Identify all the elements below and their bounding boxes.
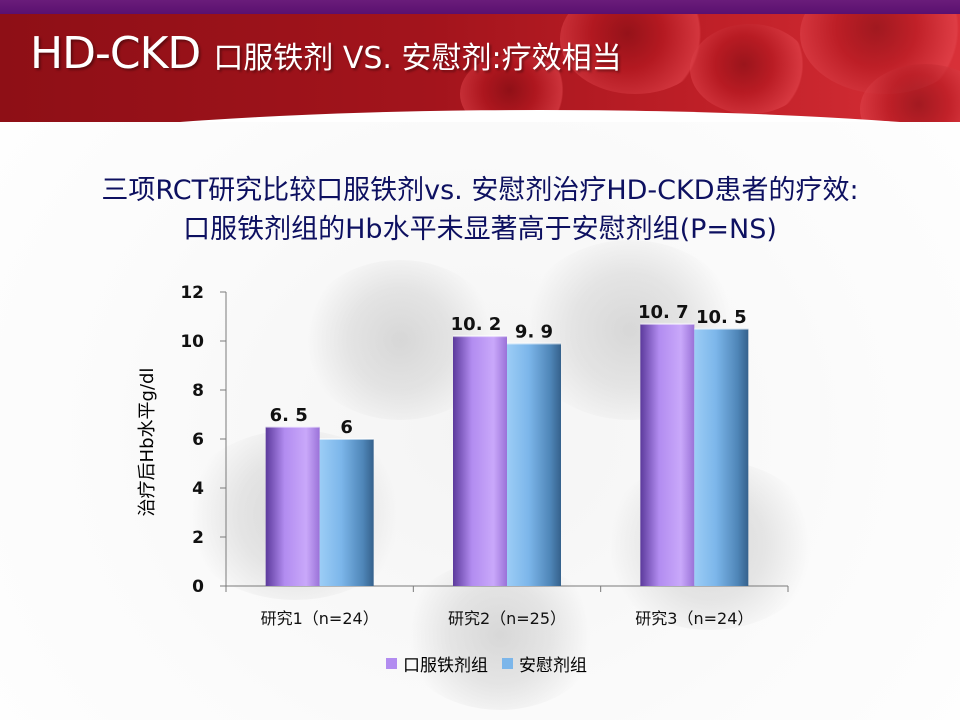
data-label: 10. 7: [638, 302, 689, 323]
title-banner: [0, 14, 960, 122]
bar-placebo: [694, 328, 749, 586]
legend-label-placebo: 安慰剂组: [519, 655, 587, 676]
legend-item-placebo: 安慰剂组: [502, 651, 587, 676]
legend-swatch-oral-iron: [386, 657, 397, 669]
title-rest: 口服铁剂 VS. 安慰剂:疗效相当: [213, 41, 622, 76]
subtitle-line-2: 口服铁剂组的Hb水平未显著高于安慰剂组(P=NS): [183, 214, 777, 245]
legend-label-oral-iron: 口服铁剂组: [403, 655, 488, 676]
legend-item-oral-iron: 口服铁剂组: [386, 651, 488, 676]
bar-oral-iron: [640, 323, 695, 586]
plot-area: 0 2 4 6 8 10 12 研究1（n=24） 研究2（n=25） 研究3（n=24） 6. 5…: [180, 283, 789, 628]
bar-placebo: [319, 439, 374, 586]
data-label: 10. 2: [451, 314, 502, 335]
data-label: 10. 5: [696, 307, 747, 328]
legend-swatch-placebo: [502, 657, 513, 669]
title-main: HD-CKD: [30, 28, 201, 79]
bar-oral-iron: [453, 336, 507, 586]
x-tick-label: 研究3（n=24）: [635, 609, 753, 628]
y-tick-label: 4: [192, 479, 204, 499]
bar-oral-iron: [265, 426, 320, 586]
y-tick-label: 12: [180, 283, 204, 303]
slide-title: HD-CKD 口服铁剂 VS. 安慰剂:疗效相当: [30, 28, 622, 79]
legend: 口服铁剂组 安慰剂组: [386, 651, 601, 676]
bar-placebo: [507, 343, 561, 586]
data-label: 6. 5: [270, 405, 308, 426]
data-label: 9. 9: [515, 321, 553, 342]
y-axis-label: 治疗后Hb水平g/dl: [137, 367, 158, 517]
top-bar: [0, 0, 960, 14]
y-tick-label: 0: [192, 577, 204, 597]
data-label: 6: [340, 417, 353, 438]
x-tick-label: 研究1（n=24）: [261, 609, 379, 628]
y-tick-label: 6: [192, 430, 204, 450]
x-tick-label: 研究2（n=25）: [448, 609, 566, 628]
y-tick-label: 2: [192, 528, 204, 548]
y-tick-label: 10: [180, 332, 204, 352]
y-tick-label: 8: [192, 381, 204, 401]
subtitle-line-1: 三项RCT研究比较口服铁剂vs. 安慰剂治疗HD-CKD患者的疗效:: [101, 175, 859, 206]
